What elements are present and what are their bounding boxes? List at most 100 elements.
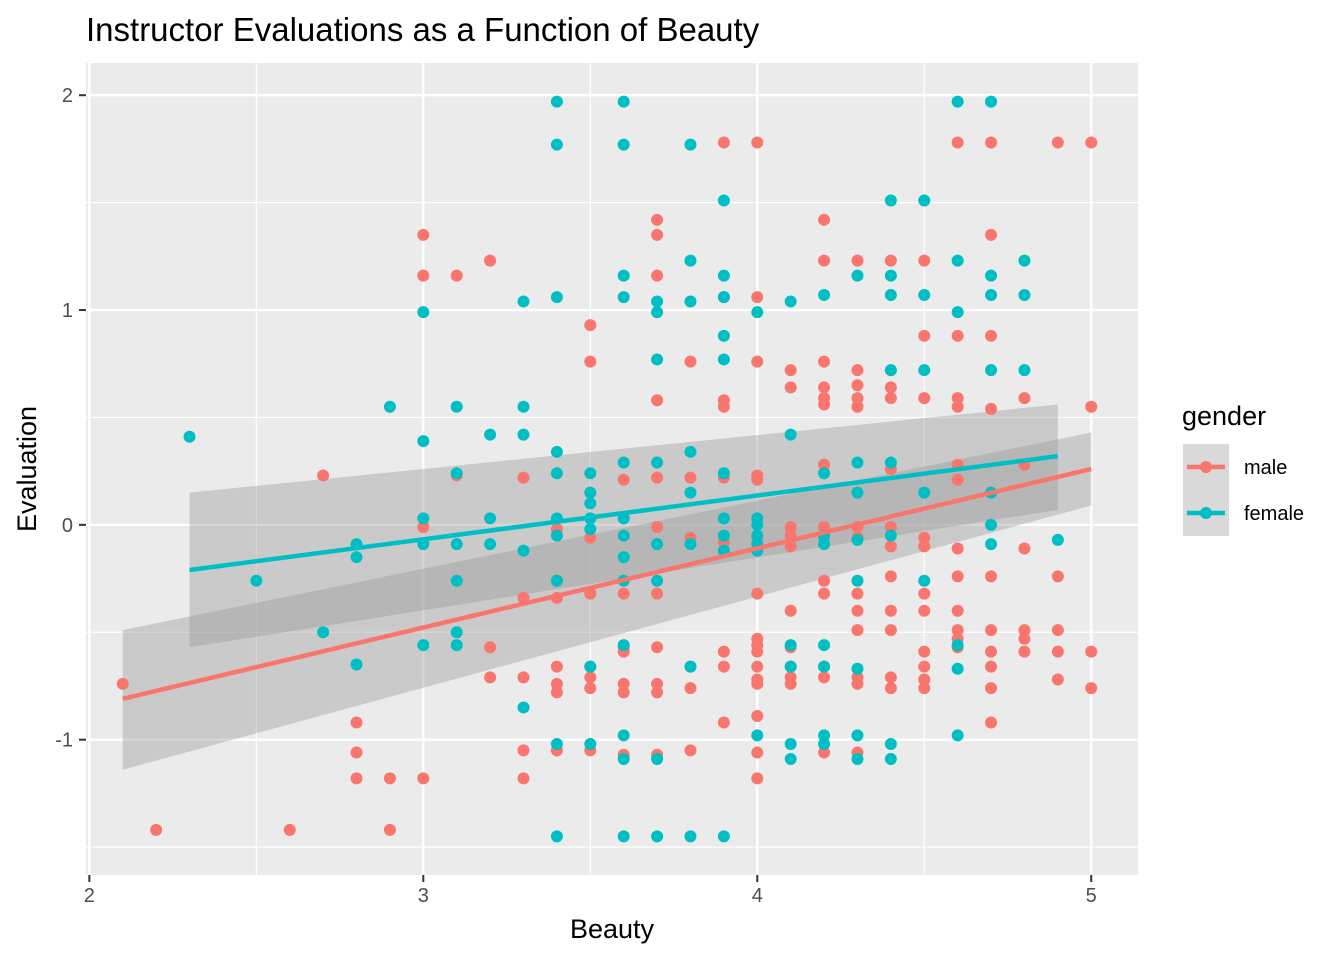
point-male <box>584 319 597 332</box>
point-male <box>918 329 931 342</box>
point-female <box>183 430 196 443</box>
point-male <box>751 473 764 486</box>
point-female <box>884 194 897 207</box>
point-male <box>684 471 697 484</box>
point-male <box>818 381 831 394</box>
point-male <box>484 641 497 654</box>
regression-lines <box>122 453 1092 702</box>
point-female <box>450 400 463 413</box>
fit-line-female <box>189 453 1059 573</box>
point-male <box>985 660 998 673</box>
data-points <box>116 95 1098 843</box>
point-female <box>617 269 630 282</box>
point-male <box>851 604 864 617</box>
point-female <box>951 662 964 675</box>
point-male <box>884 254 897 267</box>
point-female <box>550 445 563 458</box>
point-female <box>717 269 730 282</box>
point-male <box>818 671 831 684</box>
point-female <box>684 445 697 458</box>
confidence-bands <box>122 404 1092 770</box>
point-male <box>484 254 497 267</box>
point-female <box>617 95 630 108</box>
y-tick-label: 1 <box>62 300 73 322</box>
point-male <box>1051 570 1064 583</box>
point-female <box>617 138 630 151</box>
point-male <box>951 570 964 583</box>
point-female <box>985 95 998 108</box>
point-female <box>684 830 697 843</box>
point-male <box>985 228 998 241</box>
point-male <box>918 531 931 544</box>
point-male <box>717 645 730 658</box>
point-female <box>951 639 964 652</box>
point-male <box>1085 645 1098 658</box>
point-female <box>450 538 463 551</box>
point-male <box>818 355 831 368</box>
point-female <box>918 486 931 499</box>
point-male <box>884 682 897 695</box>
point-male <box>417 772 430 785</box>
point-male <box>851 677 864 690</box>
point-male <box>584 531 597 544</box>
x-tick-label: 4 <box>752 885 763 907</box>
point-female <box>818 737 831 750</box>
point-male <box>851 364 864 377</box>
point-male <box>851 254 864 267</box>
point-female <box>985 538 998 551</box>
point-male <box>951 329 964 342</box>
point-male <box>651 641 664 654</box>
point-male <box>818 746 831 759</box>
point-female <box>918 364 931 377</box>
point-male <box>951 392 964 405</box>
point-male <box>951 624 964 637</box>
legend: gender male female <box>1182 401 1304 536</box>
point-male <box>1018 632 1031 645</box>
point-female <box>818 660 831 673</box>
point-male <box>985 645 998 658</box>
point-female <box>684 295 697 308</box>
point-male <box>684 744 697 757</box>
point-female <box>617 729 630 742</box>
point-female <box>651 456 664 469</box>
legend-label-male: male <box>1244 457 1287 479</box>
point-female <box>484 538 497 551</box>
legend-title: gender <box>1182 401 1266 431</box>
point-male <box>751 136 764 149</box>
point-male <box>350 772 363 785</box>
point-female <box>717 512 730 525</box>
point-female <box>985 289 998 301</box>
point-female <box>651 830 664 843</box>
point-female <box>818 538 831 551</box>
point-male <box>951 542 964 555</box>
point-male <box>517 744 530 757</box>
y-tick-label: 0 <box>62 515 73 537</box>
point-female <box>884 269 897 282</box>
point-male <box>1018 542 1031 555</box>
point-male <box>851 624 864 637</box>
point-male <box>651 471 664 484</box>
point-male <box>617 473 630 486</box>
point-male <box>1051 136 1064 149</box>
point-female <box>851 486 864 499</box>
point-female <box>951 254 964 267</box>
point-male <box>818 254 831 267</box>
point-male <box>751 660 764 673</box>
point-female <box>550 737 563 750</box>
point-male <box>283 823 296 836</box>
point-male <box>884 604 897 617</box>
point-male <box>550 677 563 690</box>
point-female <box>550 574 563 587</box>
point-male <box>383 823 396 836</box>
point-female <box>684 138 697 151</box>
point-male <box>651 213 664 226</box>
point-male <box>1051 645 1064 658</box>
point-male <box>651 269 664 282</box>
point-male <box>918 604 931 617</box>
point-male <box>918 254 931 267</box>
point-male <box>717 716 730 729</box>
point-male <box>717 136 730 149</box>
point-female <box>584 486 597 499</box>
point-female <box>951 729 964 742</box>
point-male <box>918 660 931 673</box>
